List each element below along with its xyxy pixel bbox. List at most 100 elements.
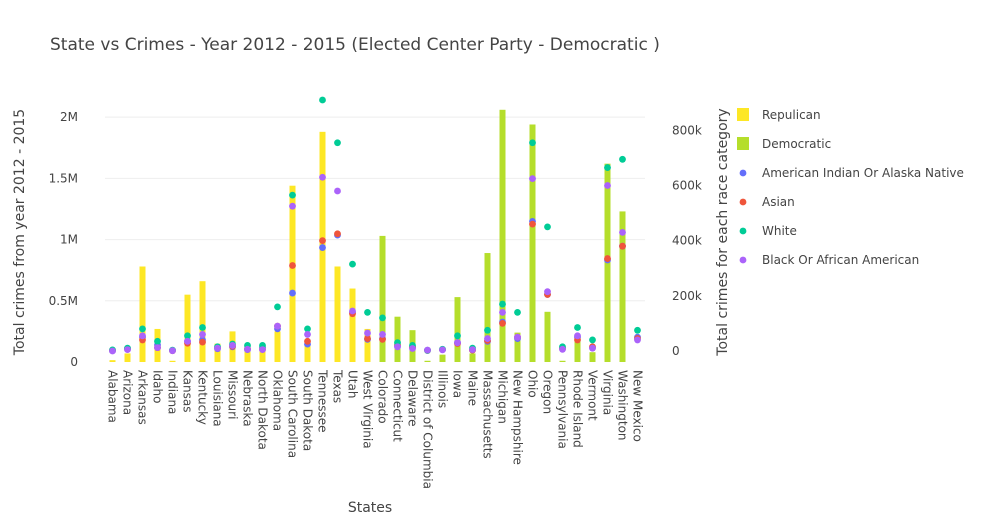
x-tick-label: Oklahoma	[271, 370, 285, 431]
scatter-point	[484, 335, 491, 342]
x-tick-label: Virginia	[601, 370, 615, 415]
y-axis-title: Total crimes from year 2012 - 2015	[12, 109, 28, 356]
chart-title: State vs Crimes - Year 2012 - 2015 (Elec…	[50, 35, 660, 55]
scatter-point	[379, 331, 386, 338]
scatter-point	[499, 308, 506, 316]
scatter-point	[529, 175, 536, 183]
legend-swatch	[737, 108, 749, 121]
bar	[304, 343, 311, 362]
scatter-point	[169, 347, 176, 355]
scatter-point	[154, 337, 161, 345]
scatter-point	[319, 244, 326, 251]
bar	[424, 360, 431, 362]
scatter-point	[274, 322, 281, 330]
bar	[274, 331, 281, 362]
bar	[289, 185, 296, 362]
bar	[124, 353, 131, 362]
x-tick-label: South Dakota	[301, 370, 315, 451]
scatter-point	[199, 338, 206, 346]
x-tick-label: Washington	[616, 370, 630, 441]
scatter-point	[574, 332, 581, 340]
scatter-point	[319, 173, 326, 181]
x-tick-label: Iowa	[451, 370, 465, 398]
y-tick-label: 0	[70, 355, 78, 369]
x-tick-label: Nebraska	[241, 370, 255, 427]
x-tick-label: Delaware	[406, 370, 420, 427]
x-tick-label: Colorado	[376, 370, 390, 424]
x-axis: Alabama Arizona Arkansas Idaho Indiana Kansas…	[106, 369, 645, 489]
scatter-point	[289, 262, 296, 269]
scatter-point	[529, 220, 536, 228]
x-tick-label: Utah	[346, 370, 360, 398]
scatter-point	[544, 223, 551, 231]
x-tick-label: Arizona	[121, 370, 135, 415]
grid	[105, 116, 645, 302]
scatter-point	[364, 329, 371, 337]
legend-label: Black Or African American	[762, 253, 919, 267]
scatter-point	[574, 324, 581, 331]
y2-tick-label: 200k	[672, 289, 702, 303]
x-tick-label: Texas	[331, 369, 345, 403]
scatter-point	[139, 325, 146, 333]
scatter-point	[619, 155, 626, 163]
legend-label: American Indian Or Alaska Native	[762, 166, 964, 180]
x-tick-label: West Virginia	[361, 370, 375, 449]
legend-label: Asian	[762, 195, 795, 209]
x-tick-label: Indiana	[166, 370, 180, 414]
scatter-point	[619, 242, 626, 250]
scatter-point	[364, 308, 371, 316]
bar	[199, 281, 206, 362]
scatter-point	[619, 228, 626, 236]
x-tick-label: South Carolina	[286, 370, 300, 458]
bar	[559, 360, 566, 362]
scatter-point	[484, 326, 491, 334]
x-tick-label: Kentucky	[196, 370, 210, 425]
legend-label: Repulican	[762, 108, 821, 122]
scatter-points	[109, 96, 641, 355]
bar	[544, 311, 551, 362]
legend-swatch	[737, 137, 749, 150]
bar	[514, 332, 521, 362]
scatter-point	[229, 342, 236, 349]
y2-tick-label: 800k	[672, 123, 702, 137]
legend-swatch	[739, 227, 747, 235]
scatter-point	[439, 346, 446, 354]
y2-tick-label: 400k	[672, 234, 702, 248]
scatter-point	[379, 314, 386, 322]
scatter-point	[199, 331, 206, 338]
legend-swatch	[739, 256, 747, 264]
x-tick-label: Pennsylvania	[556, 370, 570, 449]
legend-swatch	[739, 198, 747, 206]
scatter-point	[544, 288, 551, 296]
bars	[109, 109, 626, 362]
scatter-point	[124, 346, 131, 353]
scatter-point	[274, 303, 281, 311]
scatter-point	[109, 347, 116, 355]
scatter-point	[199, 324, 206, 331]
y-tick-label: 0.5M	[49, 294, 78, 308]
y2-tick-label: 0	[672, 344, 680, 358]
scatter-point	[349, 260, 356, 268]
scatter-point	[349, 307, 356, 315]
scatter-point	[304, 325, 311, 333]
x-tick-label: Maine	[466, 370, 480, 406]
bar	[529, 124, 536, 362]
x-tick-label: Rhode Island	[571, 370, 585, 448]
x-tick-label: Kansas	[181, 370, 195, 412]
bar	[349, 288, 356, 362]
bar	[214, 343, 221, 362]
scatter-point	[604, 255, 611, 262]
y-tick-label: 1.5M	[49, 171, 78, 185]
x-tick-label: Arkansas	[136, 370, 150, 425]
scatter-point	[214, 344, 221, 352]
x-tick-label: New Hampshire	[511, 370, 525, 465]
scatter-point	[454, 332, 461, 340]
scatter-point	[334, 187, 341, 195]
y2-axis-title: Total crimes for each race category	[715, 108, 731, 356]
legend: Repulican Democratic American Indian Or Al…	[737, 108, 964, 267]
scatter-point	[634, 326, 641, 334]
scatter-point	[379, 335, 386, 343]
y-tick-label: 1M	[60, 233, 78, 247]
y2-axis: 0 200k 400k 600k 800k	[672, 123, 702, 358]
